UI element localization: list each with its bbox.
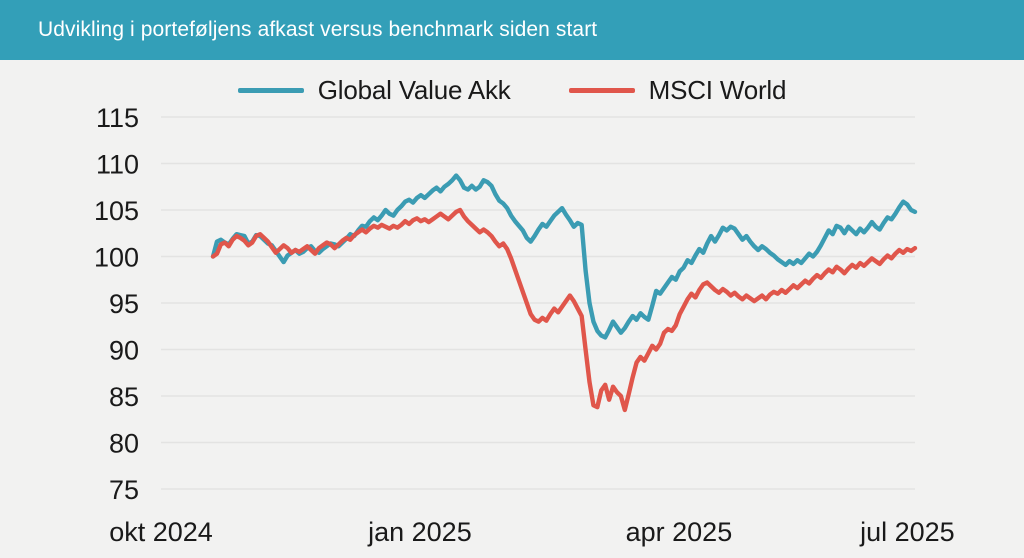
x-axis-tick-labels: okt 2024 jan 2025 apr 2025 jul 2025 (109, 517, 954, 547)
y-axis-tick-label: 115 (96, 103, 139, 133)
chart-legend: Global Value Akk MSCI World (0, 68, 1024, 112)
y-axis-tick-label: 105 (94, 196, 139, 226)
line-swatch-icon (237, 87, 304, 93)
line-swatch-icon (568, 87, 635, 93)
legend-item-msci-world[interactable]: MSCI World (568, 74, 787, 106)
y-axis-tick-labels: 75 80 85 90 95 100 105 110 115 (94, 103, 139, 505)
y-axis-tick-label: 110 (96, 150, 139, 180)
x-axis-tick-label: jan 2025 (367, 517, 472, 547)
page-title: Udvikling i porteføljens afkast versus b… (38, 18, 598, 41)
x-axis-tick-label: jul 2025 (859, 517, 955, 547)
x-axis-tick-label: okt 2024 (109, 517, 213, 547)
legend-item-label: Global Value Akk (317, 74, 511, 105)
series-line-msci-world (210, 207, 918, 413)
series-lines (210, 173, 918, 413)
header-bar: Udvikling i porteføljens afkast versus b… (0, 0, 1024, 60)
y-axis-tick-label: 80 (109, 429, 139, 459)
legend-item-global-value-akk[interactable]: Global Value Akk (237, 74, 511, 106)
y-axis-tick-label: 85 (109, 382, 139, 412)
legend-item-label: MSCI World (648, 74, 787, 105)
y-axis-tick-label: 75 (109, 475, 139, 505)
y-axis-tick-label: 100 (94, 243, 139, 273)
x-axis-tick-label: apr 2025 (626, 517, 733, 547)
grid-lines (161, 116, 915, 490)
y-axis-tick-label: 95 (109, 289, 139, 319)
y-axis-tick-label: 90 (109, 336, 139, 366)
